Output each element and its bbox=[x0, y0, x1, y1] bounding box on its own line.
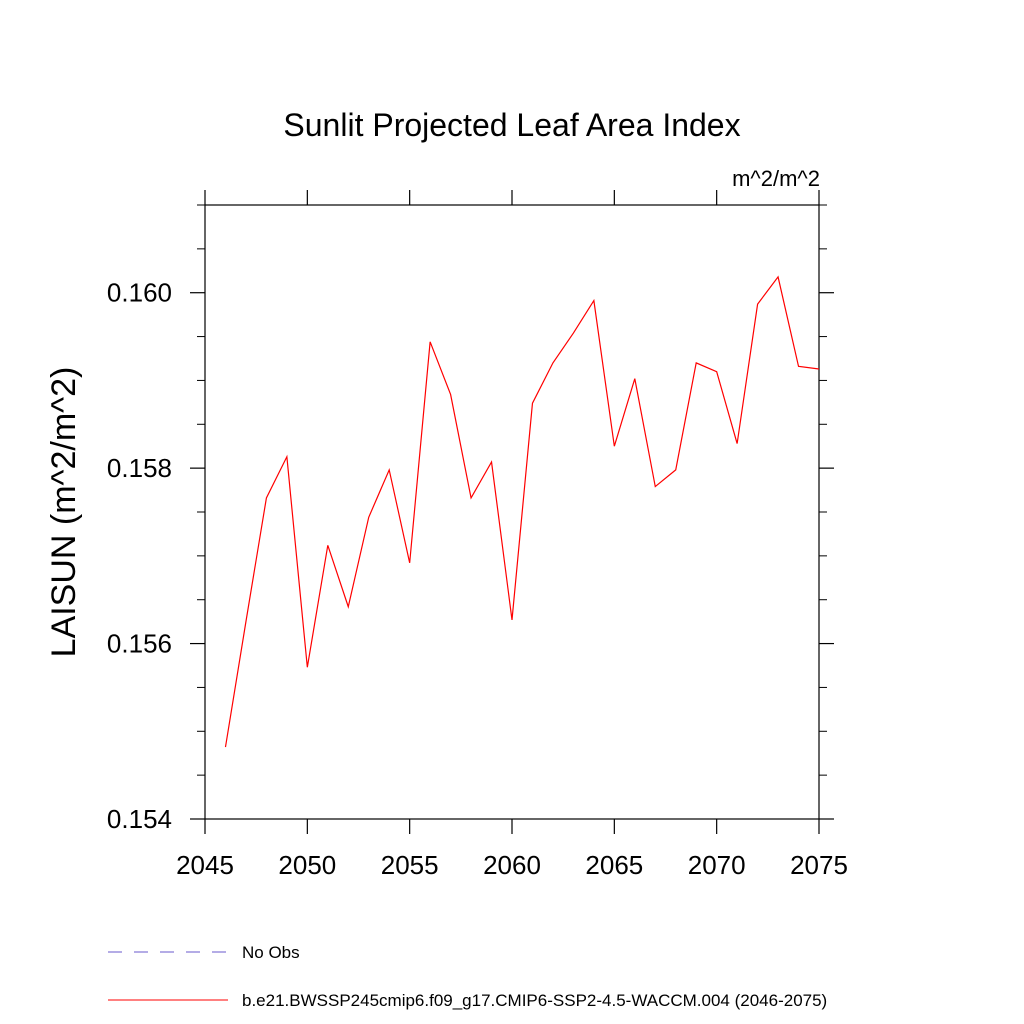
y-tick-label: 0.158 bbox=[107, 453, 172, 483]
x-tick-label: 2055 bbox=[381, 850, 439, 880]
units-label: m^2/m^2 bbox=[732, 166, 820, 191]
y-tick-label: 0.156 bbox=[107, 629, 172, 659]
x-tick-label: 2070 bbox=[688, 850, 746, 880]
series-line bbox=[224, 275, 820, 748]
plot-frame bbox=[204, 204, 820, 820]
chart-title: Sunlit Projected Leaf Area Index bbox=[283, 107, 740, 143]
x-tick-label: 2050 bbox=[278, 850, 336, 880]
x-tick-label: 2060 bbox=[483, 850, 541, 880]
y-tick-label: 0.160 bbox=[107, 278, 172, 308]
x-tick-label: 2075 bbox=[790, 850, 848, 880]
axis-ticks: 2045 2050 2055 2060 2065 2070 2075 0.154 0.156 0.… bbox=[107, 190, 848, 880]
y-axis-label: LAISUN (m^2/m^2) bbox=[45, 367, 83, 658]
legend-label: No Obs bbox=[242, 943, 300, 962]
legend-label: b.e21.BWSSP245cmip6.f09_g17.CMIP6-SSP2-4… bbox=[242, 991, 827, 1010]
legend: No Obs b.e21.BWSSP245cmip6.f09_g17.CMIP6-… bbox=[108, 943, 827, 1010]
x-tick-label: 2065 bbox=[585, 850, 643, 880]
series-layer bbox=[224, 275, 820, 748]
y-tick-label: 0.154 bbox=[107, 804, 172, 834]
x-tick-label: 2045 bbox=[176, 850, 234, 880]
